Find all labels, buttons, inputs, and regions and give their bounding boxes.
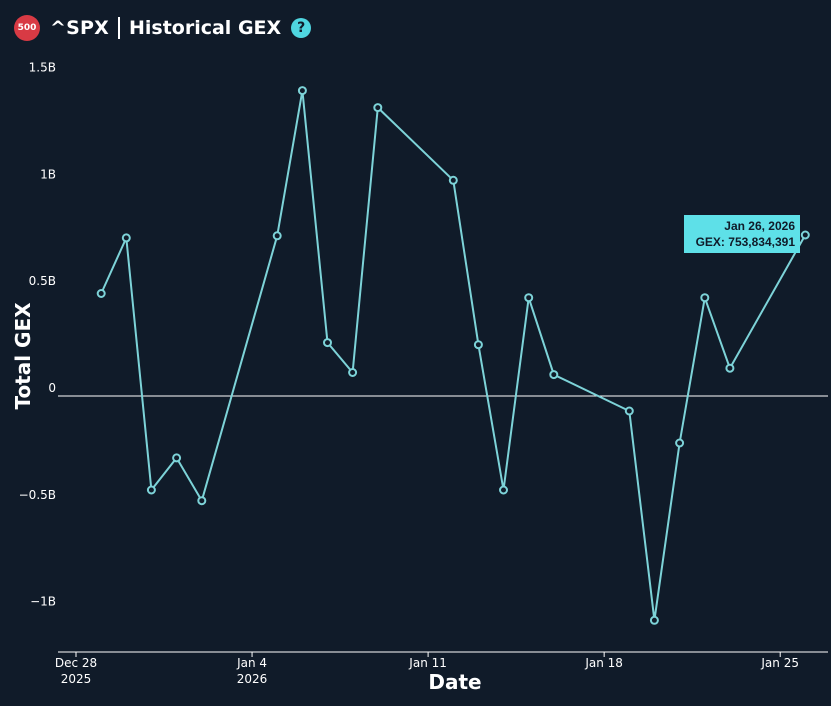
x-tick-label: Jan 11 bbox=[408, 656, 447, 670]
x-tick-year-label: 2026 bbox=[237, 672, 268, 686]
data-point[interactable] bbox=[448, 175, 458, 185]
y-tick-label: −1B bbox=[30, 595, 56, 609]
data-point[interactable] bbox=[197, 496, 207, 506]
ticker-symbol: ^SPX bbox=[50, 17, 109, 39]
help-icon[interactable]: ? bbox=[291, 18, 312, 38]
data-point[interactable] bbox=[121, 233, 131, 243]
header-divider bbox=[117, 17, 120, 39]
x-tick-label: Jan 18 bbox=[584, 656, 623, 670]
data-point[interactable] bbox=[499, 485, 508, 495]
series-points bbox=[96, 86, 810, 625]
data-point[interactable] bbox=[96, 289, 106, 298]
x-tick-year-label: 2025 bbox=[61, 672, 92, 686]
y-tick-label: −0.5B bbox=[19, 488, 56, 502]
data-point[interactable] bbox=[297, 86, 307, 96]
chart-header: 500 ^SPX Historical GEX ? bbox=[14, 14, 312, 42]
y-tick-label: 0 bbox=[48, 381, 56, 395]
y-axis-ticks: 1.5B 1B 0.5B 0 −0.5B −1B bbox=[19, 61, 56, 609]
chart-title: Historical GEX bbox=[128, 17, 282, 39]
data-point[interactable] bbox=[725, 363, 735, 373]
hover-tooltip: Jan 26, 2026 GEX: 753,834,391 bbox=[684, 215, 800, 253]
x-axis-title: Date bbox=[428, 670, 481, 694]
data-point[interactable] bbox=[373, 103, 383, 113]
x-tick-label: Dec 28 bbox=[55, 656, 97, 670]
y-axis-title: Total GEX bbox=[11, 302, 35, 410]
data-point[interactable] bbox=[524, 293, 534, 303]
data-point[interactable] bbox=[348, 368, 358, 377]
series-line bbox=[100, 90, 807, 621]
data-point[interactable] bbox=[146, 485, 156, 495]
data-point[interactable] bbox=[649, 615, 659, 625]
tooltip-value: GEX: 753,834,391 bbox=[696, 235, 796, 249]
tooltip-date: Jan 26, 2026 bbox=[724, 219, 795, 233]
data-point[interactable] bbox=[172, 453, 182, 463]
data-point[interactable] bbox=[624, 406, 634, 416]
index-badge: 500 bbox=[14, 15, 40, 41]
tooltip-box bbox=[684, 215, 800, 253]
data-point[interactable] bbox=[473, 340, 483, 350]
data-point[interactable] bbox=[549, 370, 559, 380]
data-point[interactable] bbox=[675, 438, 685, 448]
x-tick-label: Jan 4 bbox=[236, 656, 267, 670]
data-point[interactable] bbox=[700, 293, 710, 303]
x-tick-label: Jan 25 bbox=[760, 656, 799, 670]
x-axis-ticks: Dec 28 2025 Jan 4 2026 Jan 11 Jan 18 Jan 25 bbox=[55, 652, 799, 686]
y-tick-label: 1B bbox=[40, 167, 56, 181]
data-point[interactable] bbox=[800, 230, 810, 240]
y-tick-label: 1.5B bbox=[29, 61, 56, 75]
y-tick-label: 0.5B bbox=[29, 274, 56, 288]
data-point[interactable] bbox=[323, 338, 332, 348]
data-point[interactable] bbox=[272, 231, 282, 241]
